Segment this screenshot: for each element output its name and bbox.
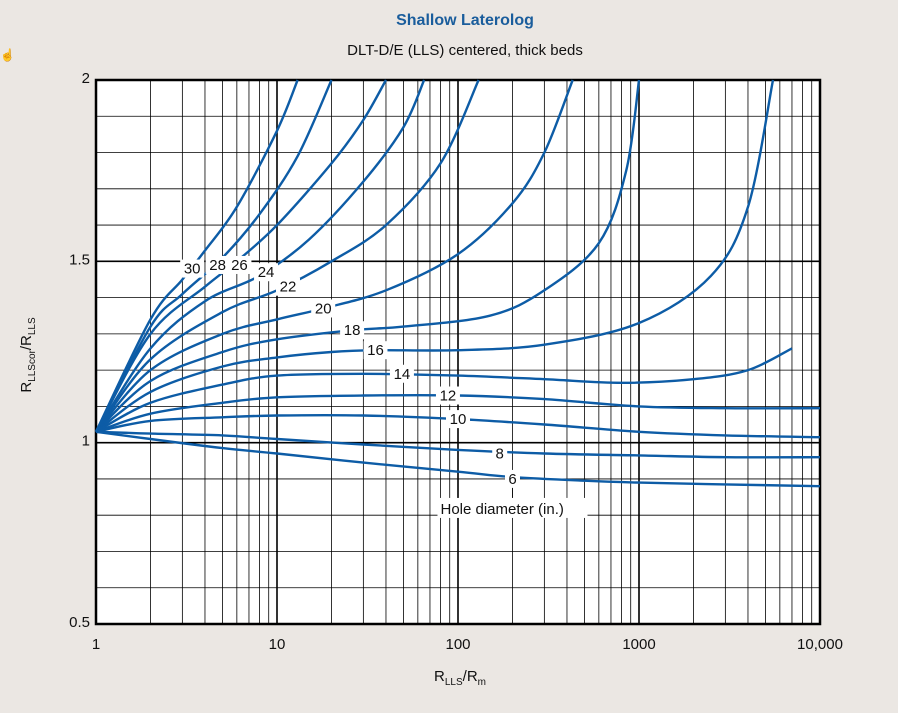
series-line-22 <box>95 79 480 433</box>
series-label-18: 18 <box>344 322 361 339</box>
series-label-28: 28 <box>209 257 226 274</box>
series-label-14: 14 <box>394 366 411 383</box>
curve-layer <box>94 79 821 488</box>
series-label-bg-30 <box>180 259 205 278</box>
series-label-bg-28 <box>205 255 230 274</box>
series-line-20 <box>95 79 574 433</box>
series-line-8 <box>95 430 821 459</box>
series-line-12 <box>95 393 821 433</box>
series-label-16: 16 <box>367 342 384 359</box>
series-label-8: 8 <box>496 446 504 463</box>
series-line-26 <box>94 79 388 433</box>
x-tick-label: 1000 <box>622 636 655 653</box>
y-axis-label: RLLScor/RLLS <box>18 317 38 393</box>
label-layer: 68 10 12 14 16 18 20 22 24 26 28 30 Hole diameter (i… <box>180 255 588 518</box>
series-label-bg-10 <box>446 410 470 429</box>
series-line-18 <box>95 79 641 433</box>
x-tick-label: 10,000 <box>797 636 843 653</box>
series-label-bg-24 <box>254 263 279 282</box>
y-tick-label: 1 <box>82 433 90 450</box>
annotation-bg <box>437 497 588 518</box>
grid-layer <box>96 80 820 624</box>
series-label-10: 10 <box>450 411 467 428</box>
series-line-16 <box>95 79 775 433</box>
x-axis-label: RLLS/Rm <box>434 668 486 688</box>
series-label-bg-16 <box>363 341 388 360</box>
series-label-bg-12 <box>435 386 460 405</box>
chart-subtitle: DLT-D/E (LLS) centered, thick beds <box>347 42 583 59</box>
series-label-bg-26 <box>227 255 252 274</box>
y-tick-label: 2 <box>82 70 90 87</box>
series-label-12: 12 <box>440 388 457 405</box>
series-label-24: 24 <box>258 264 275 281</box>
annotation-text: Hole diameter (in.) <box>440 501 563 518</box>
series-label-6: 6 <box>508 471 516 488</box>
series-label-bg-18 <box>340 321 365 340</box>
x-tick-label: 100 <box>445 636 470 653</box>
x-tick-label: 1 <box>92 636 100 653</box>
series-label-bg-8 <box>492 444 508 463</box>
series-line-24 <box>94 79 426 433</box>
series-label-30: 30 <box>184 261 201 278</box>
y-tick-label: 1.5 <box>69 251 90 268</box>
series-line-10 <box>95 413 821 439</box>
x-tick-label: 10 <box>269 636 286 653</box>
series-label-bg-14 <box>389 364 414 383</box>
series-label-bg-22 <box>275 277 300 296</box>
y-tick-label: 0.5 <box>69 614 90 631</box>
plot-frame <box>94 78 822 626</box>
series-line-30 <box>94 79 299 433</box>
series-label-20: 20 <box>315 300 332 317</box>
chart-title: Shallow Laterolog <box>396 12 534 29</box>
series-line-14 <box>95 347 793 433</box>
series-line-6 <box>95 430 821 488</box>
series-label-26: 26 <box>231 257 248 274</box>
cursor-icon: ☝ <box>0 48 15 62</box>
series-label-bg-20 <box>311 299 336 318</box>
series-label-22: 22 <box>280 279 297 296</box>
series-label-bg-6 <box>504 469 520 488</box>
